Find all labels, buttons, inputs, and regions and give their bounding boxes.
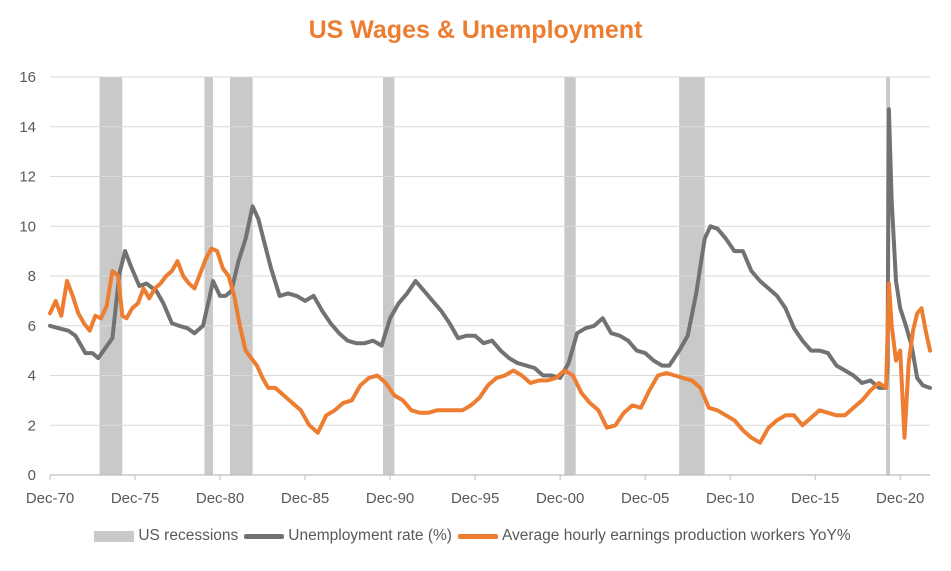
- y-tick-label: 12: [19, 169, 36, 186]
- axes: [49, 474, 930, 480]
- legend: US recessions Unemployment rate (%) Aver…: [0, 527, 951, 545]
- legend-swatch-recessions: [94, 530, 135, 542]
- y-tick-label: 6: [28, 318, 36, 335]
- chart-title: US Wages & Unemployment: [308, 16, 643, 44]
- legend-item-earnings: Average hourly earnings production worke…: [457, 527, 851, 545]
- legend-label-earnings: Average hourly earnings production worke…: [501, 527, 851, 544]
- x-tick-label: Dec-00: [536, 490, 584, 507]
- legend-label-recessions: US recessions: [138, 527, 239, 544]
- x-tick-label: Dec-05: [621, 490, 669, 507]
- y-tick-label: 8: [28, 268, 36, 285]
- y-tick-labels: 0 2 4 6 8 10 12 14 16: [19, 69, 36, 484]
- x-tick-label: Dec-90: [366, 490, 414, 507]
- y-tick-label: 0: [28, 467, 36, 484]
- x-tick-labels: Dec-70 Dec-75 Dec-80 Dec-85 Dec-90 Dec-95 Dec-…: [26, 490, 925, 507]
- y-tick-label: 4: [28, 368, 36, 385]
- legend-label-unemployment: Unemployment rate (%): [288, 527, 452, 544]
- x-tick-label: Dec-80: [196, 490, 244, 507]
- y-tick-label: 10: [19, 218, 36, 235]
- x-tick-label: Dec-95: [451, 490, 499, 507]
- legend-swatch-earnings: [457, 533, 498, 539]
- series-line-earnings: [48, 246, 932, 445]
- x-tick-label: Dec-75: [111, 490, 159, 507]
- x-tick-label: Dec-20: [876, 490, 924, 507]
- y-tick-label: 14: [19, 119, 36, 136]
- legend-swatch-unemployment: [244, 533, 285, 539]
- legend-item-recessions: US recessions: [94, 527, 238, 545]
- x-tick-label: Dec-85: [281, 490, 329, 507]
- x-tick-label: Dec-10: [706, 490, 754, 507]
- x-tick-label: Dec-15: [791, 490, 839, 507]
- y-tick-label: 2: [28, 417, 36, 434]
- series-lines: [48, 107, 932, 445]
- y-tick-label: 16: [19, 69, 36, 86]
- x-tick-label: Dec-70: [26, 490, 74, 507]
- series-line-unemployment: [48, 107, 932, 390]
- gridlines: [50, 76, 930, 426]
- legend-item-unemployment: Unemployment rate (%): [244, 527, 452, 545]
